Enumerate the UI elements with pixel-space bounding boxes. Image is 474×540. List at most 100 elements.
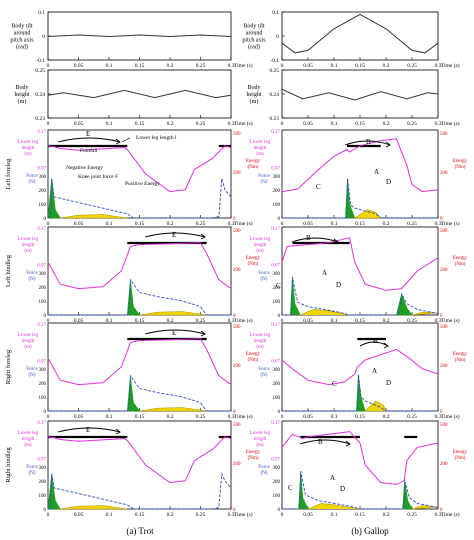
- height-plot: 0.25 0.24 0.230 0.05 0.1 0.15 0.2 0.25 0.3 Time (…: [247, 68, 460, 127]
- positive-energy-area: [139, 311, 207, 316]
- trot-rf-arc-head: [200, 330, 206, 337]
- x-tick-label: 0.05: [303, 512, 313, 518]
- energy-axis-label: Energy: [246, 256, 261, 261]
- y-axis-label: Body: [247, 85, 260, 91]
- x-tick-label: 0.1: [106, 414, 113, 420]
- x-tick-label: 0: [281, 121, 284, 127]
- negative-energy-area: [356, 374, 366, 412]
- series-line: [281, 88, 439, 101]
- label-B: B: [318, 438, 323, 446]
- x-tick-label: 0.2: [383, 318, 390, 324]
- y-axis-label: height: [15, 92, 30, 98]
- time-axis-label: Time (s): [441, 220, 460, 227]
- x-tick-label: 0.2: [383, 221, 390, 227]
- plot-frame: [281, 69, 439, 119]
- x-tick-label: 0.1: [331, 121, 338, 127]
- force-axis-label: (N): [261, 373, 268, 378]
- energy-tick-label: 0: [440, 410, 443, 415]
- x-tick-label: 0.15: [135, 121, 145, 127]
- time-axis-label: Time (s): [441, 511, 460, 518]
- leg-length-axis-label: length: [254, 243, 267, 248]
- leg-length-line: [47, 145, 232, 193]
- x-tick-label: 0.2: [167, 414, 174, 420]
- energy-tick-label: 500: [233, 325, 241, 330]
- label-D: D: [336, 281, 341, 289]
- positive-energy-area: [353, 209, 382, 219]
- negative-energy-area: [290, 276, 413, 316]
- x-tick-label: 0.15: [135, 221, 145, 227]
- x-tick-label: 0.15: [355, 221, 365, 227]
- energy-tick-label: 500: [233, 229, 241, 234]
- force-tick-label: 0: [278, 410, 281, 415]
- x-tick-label: 0.3: [435, 512, 442, 518]
- x-tick-label: 0.25: [196, 63, 206, 69]
- force-tick-label: 0: [278, 217, 281, 222]
- label-C: C: [288, 484, 293, 492]
- x-tick-label: 0.25: [407, 512, 417, 518]
- x-tick-label: 0.05: [74, 121, 84, 127]
- leg-length-axis-label: Lower leg: [250, 140, 271, 145]
- leg-length-axis-label: length: [22, 437, 35, 442]
- leg-name-label: Right hindleg: [5, 446, 12, 482]
- leg-length-axis-label: Lower leg: [18, 333, 39, 338]
- knee-force-line: [47, 472, 232, 510]
- y-axis-label: (m): [250, 98, 259, 105]
- knee-force-line: [47, 178, 232, 219]
- x-tick-label: 0.25: [196, 512, 206, 518]
- gallop-rf-arc-head: [383, 342, 389, 349]
- force-tick-label: 200: [273, 286, 281, 291]
- energy-tick-label: 0: [440, 314, 443, 319]
- y-axis-label: (rad): [248, 44, 260, 51]
- label-A: A: [322, 269, 327, 277]
- y-axis-label: Body: [15, 85, 28, 91]
- tilt-plot: 0.10-0.10 0.05 0.1 0.15 0.2 0.25 0.3 Time (s)Bo…: [10, 10, 252, 69]
- leg-panel: 0.17 0.07 300 200 100 0 500 200 0 Lower leglength…: [5, 226, 261, 324]
- energy-tick-label: 500: [233, 423, 241, 428]
- leg-length-axis-label: (m): [256, 152, 264, 157]
- energy-tick-label: 0: [233, 217, 236, 222]
- force-tick-label: 0: [44, 217, 47, 222]
- x-tick-label: 0.2: [167, 512, 174, 518]
- leg-length-axis-label: length: [254, 339, 267, 344]
- x-tick-label: 0.2: [383, 414, 390, 420]
- force-tick-label: 100: [39, 494, 47, 499]
- energy-tick-label: 200: [440, 171, 448, 176]
- leg-length-line: [281, 348, 439, 386]
- series-line: [281, 13, 439, 54]
- y-tick-label: 0.1: [272, 10, 279, 16]
- force-axis-label: (N): [29, 471, 36, 476]
- force-tick-label: 100: [39, 396, 47, 401]
- force-tick-label: 300: [39, 272, 47, 277]
- energy-tick-label: 500: [440, 132, 448, 137]
- energy-axis-label: (Nm): [248, 456, 259, 461]
- leg-length-axis-label: (m): [256, 249, 264, 254]
- force-axis-label: (N): [29, 277, 36, 282]
- label-C: C: [332, 380, 337, 388]
- x-tick-label: 0.25: [196, 318, 206, 324]
- x-tick-label: 0.05: [303, 121, 313, 127]
- trot-panel-title: (a) Trot: [126, 526, 154, 536]
- force-tick-label: 0: [44, 314, 47, 319]
- x-tick-label: 0.2: [383, 512, 390, 518]
- force-axis-label: Force: [26, 367, 38, 372]
- force-tick-label: 100: [273, 494, 281, 499]
- force-axis-label: Force: [258, 271, 270, 276]
- force-axis-label: (N): [29, 373, 36, 378]
- y-axis-label: height: [247, 92, 262, 98]
- plot-frame: [47, 129, 232, 219]
- leg-length-axis-label: Lower leg: [18, 237, 39, 242]
- leg-length-tick-label: 0.17: [37, 130, 46, 135]
- force-tick-label: 100: [273, 396, 281, 401]
- y-tick-label: 0.1: [38, 10, 45, 16]
- force-axis-label: (N): [261, 471, 268, 476]
- leg-length-tick-label: 0.17: [271, 421, 280, 426]
- x-tick-label: 0.1: [106, 318, 113, 324]
- x-tick-label: 0: [47, 63, 50, 69]
- force-tick-label: 100: [39, 203, 47, 208]
- x-tick-label: 0.2: [167, 221, 174, 227]
- label-C: C: [276, 282, 281, 290]
- leg-length-axis-label: Lower leg: [250, 333, 271, 338]
- force-tick-label: 0: [278, 314, 281, 319]
- x-tick-label: 0.05: [74, 318, 84, 324]
- x-tick-label: 0.15: [135, 414, 145, 420]
